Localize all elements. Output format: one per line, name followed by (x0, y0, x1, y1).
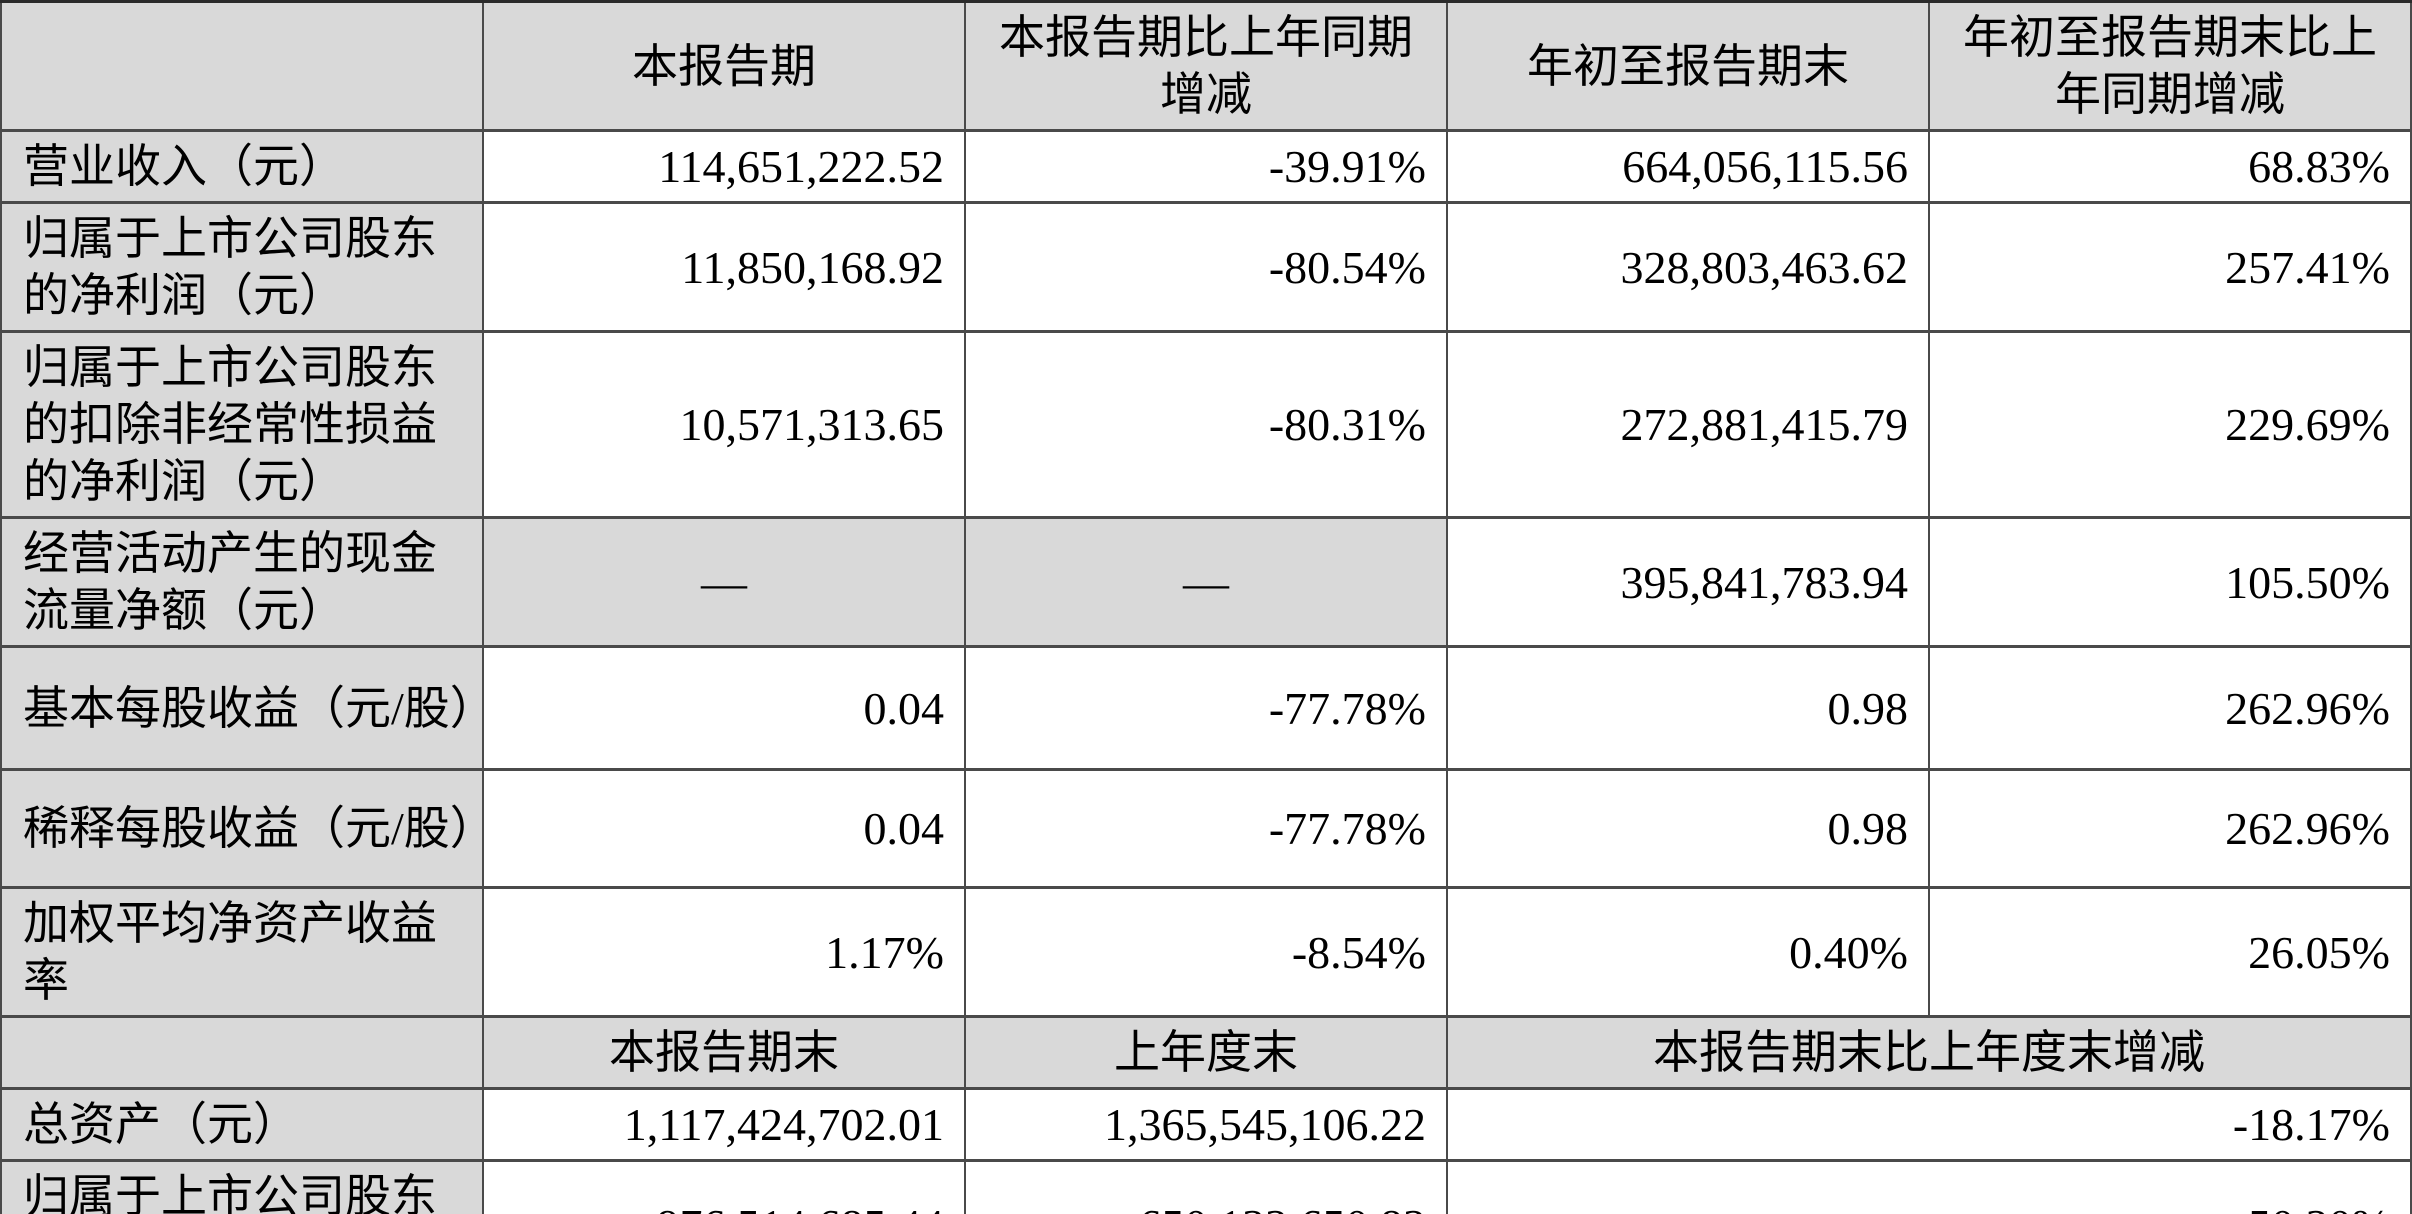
cell-ytd-yoy: 68.83% (1928, 129, 2412, 205)
cell-current-dash: — (482, 516, 966, 649)
table-row-diluted-eps: 稀释每股收益（元/股） 0.04 -77.78% 0.98 262.96% (0, 768, 2412, 890)
row-label: 归属于上市公司股东的净利润（元） (0, 201, 484, 334)
cell-ytd: 0.98 (1446, 768, 1930, 890)
cell-prev-year-end: 1,365,545,106.22 (964, 1087, 1448, 1163)
cell-ytd: 328,803,463.62 (1446, 201, 1930, 334)
cell-period-end: 976,514,685.44 (482, 1159, 966, 1214)
cell-yoy-dash: — (964, 516, 1448, 649)
cell-change: -18.17% (1446, 1087, 2412, 1163)
row-label: 归属于上市公司股东的所有者权益（元） (0, 1159, 484, 1214)
cell-period-end: 1,117,424,702.01 (482, 1087, 966, 1163)
subheader-prev-year-end: 上年度末 (964, 1015, 1448, 1091)
cell-ytd: 0.98 (1446, 645, 1930, 772)
row-label: 加权平均净资产收益率 (0, 886, 484, 1019)
subheader-corner-cell (0, 1015, 484, 1091)
cell-yoy: -77.78% (964, 768, 1448, 890)
cell-yoy: -80.31% (964, 330, 1448, 520)
cell-ytd-yoy: 105.50% (1928, 516, 2412, 649)
header-ytd-yoy: 年初至报告期末比上年同期增减 (1928, 0, 2412, 133)
cell-yoy: -39.91% (964, 129, 1448, 205)
header-ytd: 年初至报告期末 (1446, 0, 1930, 133)
table-row-operating-cash-flow: 经营活动产生的现金流量净额（元） — — 395,841,783.94 105.… (0, 516, 2412, 649)
cell-current: 1.17% (482, 886, 966, 1019)
table-row-basic-eps: 基本每股收益（元/股） 0.04 -77.78% 0.98 262.96% (0, 645, 2412, 772)
header-corner-cell (0, 0, 484, 133)
row-label: 稀释每股收益（元/股） (0, 768, 484, 890)
cell-ytd-yoy: 262.96% (1928, 768, 2412, 890)
table-row-revenue: 营业收入（元） 114,651,222.52 -39.91% 664,056,1… (0, 129, 2412, 205)
table-row-net-profit-excl-nonrecurring: 归属于上市公司股东的扣除非经常性损益的净利润（元） 10,571,313.65 … (0, 330, 2412, 520)
cell-current: 10,571,313.65 (482, 330, 966, 520)
row-label: 经营活动产生的现金流量净额（元） (0, 516, 484, 649)
header-current-period-yoy: 本报告期比上年同期增减 (964, 0, 1448, 133)
cell-prev-year-end: 650,132,650.82 (964, 1159, 1448, 1214)
cell-yoy: -77.78% (964, 645, 1448, 772)
cell-current: 0.04 (482, 645, 966, 772)
table-subheader-row: 本报告期末 上年度末 本报告期末比上年度末增减 (0, 1015, 2412, 1091)
table-header-row: 本报告期 本报告期比上年同期增减 年初至报告期末 年初至报告期末比上年同期增减 (0, 0, 2412, 133)
cell-current: 114,651,222.52 (482, 129, 966, 205)
header-current-period: 本报告期 (482, 0, 966, 133)
cell-ytd: 0.40% (1446, 886, 1930, 1019)
cell-yoy: -80.54% (964, 201, 1448, 334)
cell-ytd-yoy: 26.05% (1928, 886, 2412, 1019)
cell-current: 0.04 (482, 768, 966, 890)
cell-ytd: 664,056,115.56 (1446, 129, 1930, 205)
row-label: 归属于上市公司股东的扣除非经常性损益的净利润（元） (0, 330, 484, 520)
cell-ytd-yoy: 262.96% (1928, 645, 2412, 772)
cell-ytd: 272,881,415.79 (1446, 330, 1930, 520)
row-label: 营业收入（元） (0, 129, 484, 205)
cell-ytd-yoy: 257.41% (1928, 201, 2412, 334)
table-row-weighted-avg-roe: 加权平均净资产收益率 1.17% -8.54% 0.40% 26.05% (0, 886, 2412, 1019)
subheader-change: 本报告期末比上年度末增减 (1446, 1015, 2412, 1091)
cell-yoy: -8.54% (964, 886, 1448, 1019)
cell-ytd-yoy: 229.69% (1928, 330, 2412, 520)
row-label: 基本每股收益（元/股） (0, 645, 484, 772)
cell-change: 50.20% (1446, 1159, 2412, 1214)
row-label: 总资产（元） (0, 1087, 484, 1163)
table-row-net-profit: 归属于上市公司股东的净利润（元） 11,850,168.92 -80.54% 3… (0, 201, 2412, 334)
table-row-equity: 归属于上市公司股东的所有者权益（元） 976,514,685.44 650,13… (0, 1159, 2412, 1214)
table-row-total-assets: 总资产（元） 1,117,424,702.01 1,365,545,106.22… (0, 1087, 2412, 1163)
cell-ytd: 395,841,783.94 (1446, 516, 1930, 649)
cell-current: 11,850,168.92 (482, 201, 966, 334)
subheader-period-end: 本报告期末 (482, 1015, 966, 1091)
